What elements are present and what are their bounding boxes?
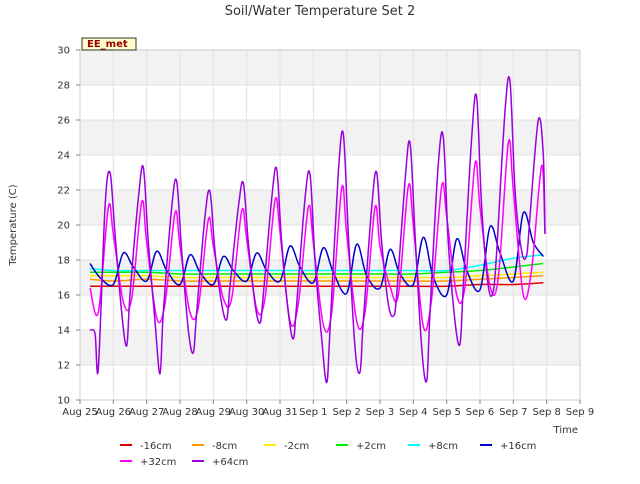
y-axis-ticks: 10 12 14 16 18 20 22 24 26 28 30 (57, 46, 80, 407)
y-tick-label: 14 (57, 326, 70, 337)
x-tick-label: Aug 30 (229, 407, 264, 418)
x-tick-label: Aug 26 (96, 407, 131, 418)
y-tick-label: 20 (57, 221, 70, 232)
x-tick-label: Aug 31 (262, 407, 297, 418)
plot-background (80, 50, 580, 400)
x-tick-label: Sep 4 (399, 407, 427, 418)
y-tick-label: 22 (57, 186, 70, 197)
x-tick-label: Sep 6 (466, 407, 494, 418)
x-tick-label: Sep 8 (532, 407, 560, 418)
x-tick-label: Sep 2 (332, 407, 360, 418)
plot-band (80, 190, 580, 225)
chart-title: Soil/Water Temperature Set 2 (225, 4, 416, 19)
y-tick-label: 16 (57, 291, 70, 302)
x-tick-label: Aug 25 (62, 407, 97, 418)
legend-label-plus2cm: +2cm (356, 441, 386, 452)
x-tick-label: Aug 27 (129, 407, 164, 418)
plot-band (80, 155, 580, 190)
legend: -16cm -8cm -2cm +2cm +8cm +16cm +32cm +64cm (120, 441, 536, 468)
station-label-box: EE_met (81, 37, 137, 51)
y-tick-label: 28 (57, 81, 70, 92)
y-tick-label: 10 (57, 396, 70, 407)
plot-band (80, 365, 580, 400)
x-tick-label: Sep 7 (499, 407, 527, 418)
series-line-plus32cm (89, 138, 546, 333)
station-label: EE_met (87, 39, 128, 50)
legend-label-plus64cm: +64cm (212, 457, 248, 468)
series-line-minus2cm (89, 271, 544, 279)
plot-band (80, 120, 580, 155)
x-tick-label: Sep 9 (566, 407, 594, 418)
legend-label-plus8cm: +8cm (428, 441, 458, 452)
y-tick-label: 30 (57, 46, 70, 57)
y-tick-label: 26 (57, 116, 70, 127)
series-line-plus64cm (89, 75, 546, 384)
x-tick-label: Sep 5 (432, 407, 460, 418)
y-tick-label: 24 (57, 151, 70, 162)
x-tick-label: Sep 3 (366, 407, 394, 418)
y-axis-label: Temperature (C) (8, 184, 19, 266)
legend-label-plus16cm: +16cm (500, 441, 536, 452)
series-line-plus8cm (89, 254, 544, 272)
series-lines (89, 75, 546, 384)
legend-label-minus2cm: -2cm (284, 441, 309, 452)
legend-label-plus32cm: +32cm (140, 457, 176, 468)
x-axis-label: Time (553, 425, 578, 436)
x-tick-label: Sep 1 (299, 407, 327, 418)
y-tick-label: 12 (57, 361, 70, 372)
plot-band (80, 85, 580, 120)
plot-band (80, 50, 580, 85)
y-tick-label: 18 (57, 256, 70, 267)
x-tick-label: Aug 29 (196, 407, 231, 418)
series-line-plus2cm (90, 262, 544, 275)
series-line-minus16cm (90, 282, 544, 288)
legend-label-minus16cm: -16cm (140, 441, 172, 452)
x-tick-label: Aug 28 (162, 407, 197, 418)
legend-label-minus8cm: -8cm (212, 441, 237, 452)
